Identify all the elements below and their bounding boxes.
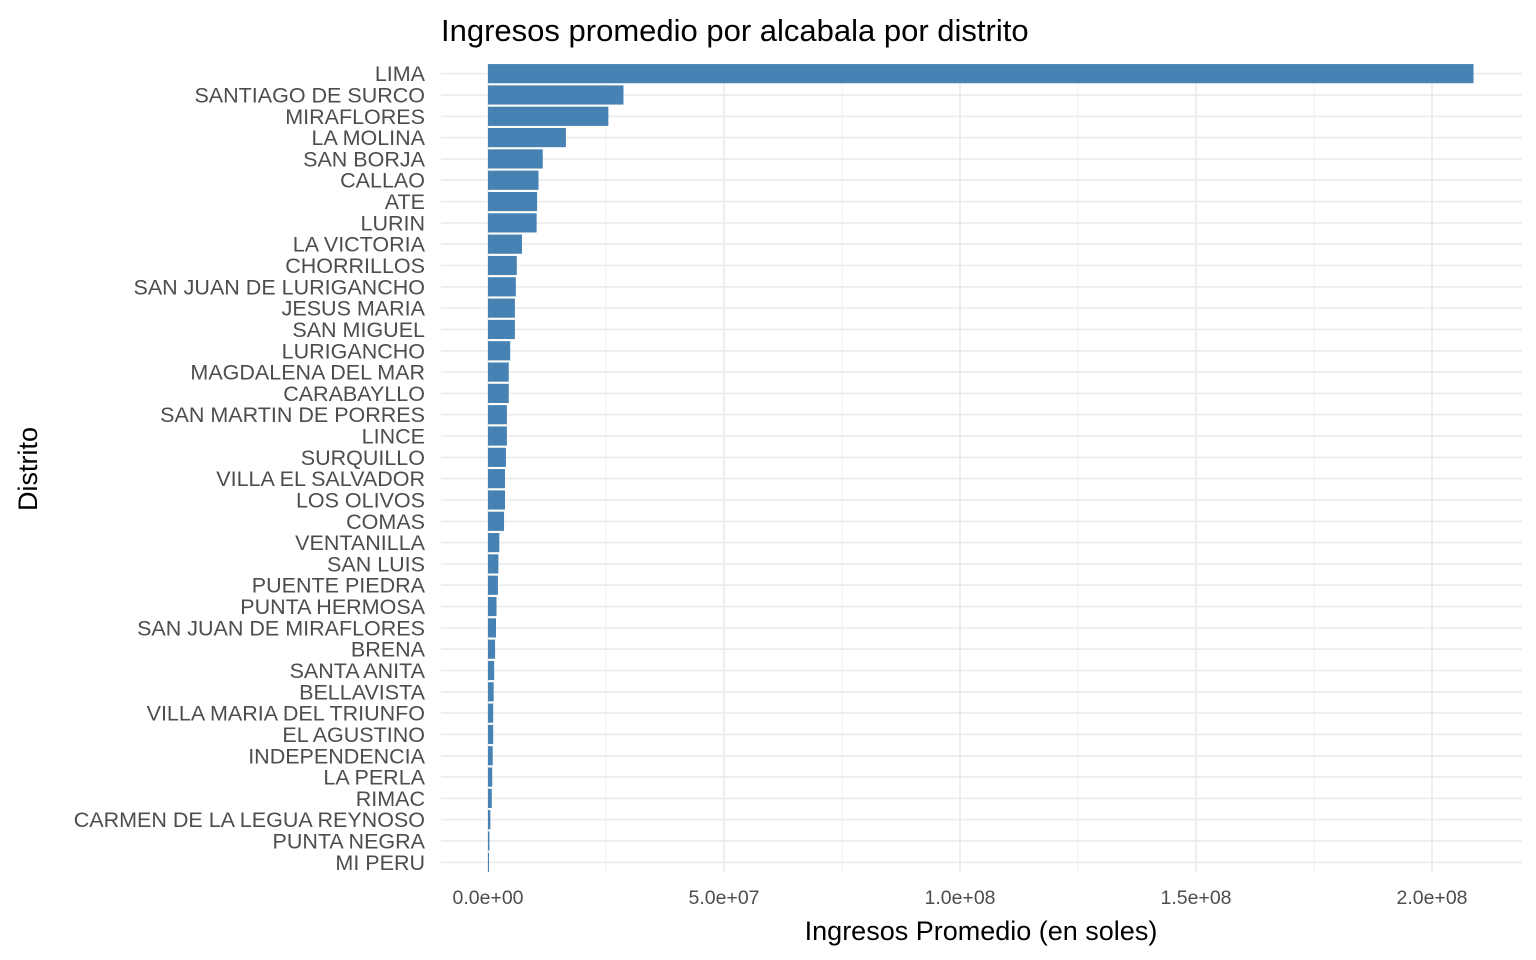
category-label: SAN JUAN DE LURIGANCHO — [134, 275, 426, 299]
category-label: JESUS MARIA — [282, 297, 426, 321]
bar — [488, 383, 509, 403]
bar — [488, 810, 491, 830]
bar — [488, 596, 497, 617]
category-label: EL AGUSTINO — [282, 723, 425, 747]
bar — [488, 170, 539, 190]
x-axis-title: Ingresos Promedio (en soles) — [805, 916, 1158, 946]
bar — [488, 660, 495, 681]
bar — [488, 85, 624, 105]
category-label: LOS OLIVOS — [296, 488, 425, 512]
bar — [488, 682, 494, 702]
category-label: CARABAYLLO — [283, 382, 425, 406]
category-label: SAN LUIS — [327, 552, 425, 576]
bar — [488, 788, 492, 808]
category-label: LIMA — [375, 62, 426, 86]
category-label: SAN BORJA — [303, 147, 426, 171]
bar — [488, 64, 1474, 84]
category-label: PUENTE PIEDRA — [252, 574, 426, 598]
category-label: RIMAC — [356, 787, 425, 811]
bar — [488, 831, 490, 851]
bar — [488, 106, 609, 126]
category-label: MAGDALENA DEL MAR — [190, 361, 425, 385]
grid — [441, 63, 1522, 873]
bar — [488, 703, 494, 723]
category-label: VILLA EL SALVADOR — [216, 467, 425, 491]
category-label: PUNTA HERMOSA — [240, 595, 425, 619]
category-label: CHORRILLOS — [285, 254, 425, 278]
bar — [488, 213, 537, 233]
bar — [488, 575, 498, 595]
category-label: ATE — [385, 190, 425, 214]
category-label: BRENA — [351, 638, 426, 662]
category-label: LURIGANCHO — [282, 339, 425, 363]
bar — [488, 511, 505, 531]
x-tick-label: 1.5e+08 — [1160, 887, 1231, 909]
bar — [488, 362, 509, 382]
bar — [488, 277, 516, 297]
x-tick-label: 5.0e+07 — [688, 887, 759, 909]
x-tick-label: 1.0e+08 — [924, 887, 995, 909]
bar — [488, 533, 500, 553]
category-label: MIRAFLORES — [285, 105, 425, 129]
bar — [488, 319, 515, 340]
category-label: INDEPENDENCIA — [248, 744, 425, 768]
category-label: LA PERLA — [323, 766, 425, 790]
bar — [488, 852, 489, 872]
bar — [488, 405, 507, 425]
bar — [488, 298, 515, 318]
category-label: COMAS — [346, 510, 425, 534]
category-label: SAN MARTIN DE PORRES — [160, 403, 425, 427]
bar — [488, 426, 507, 446]
bar — [488, 469, 505, 489]
category-label: SANTA ANITA — [290, 659, 426, 683]
bar — [488, 490, 505, 510]
y-axis-title: Distrito — [13, 427, 43, 511]
category-label: LA VICTORIA — [293, 233, 426, 257]
category-label: LURIN — [360, 211, 425, 235]
bar — [488, 255, 517, 276]
category-label: CARMEN DE LA LEGUA REYNOSO — [74, 808, 425, 832]
category-label: LA MOLINA — [311, 126, 425, 150]
category-label: VILLA MARIA DEL TRIUNFO — [147, 702, 425, 726]
category-label: LINCE — [362, 425, 425, 449]
bar — [488, 149, 543, 169]
bar — [488, 618, 497, 638]
bar — [488, 341, 511, 361]
x-tick-label: 0.0e+00 — [452, 887, 523, 909]
category-label: MI PERU — [335, 851, 425, 875]
bar — [488, 746, 493, 766]
bars — [488, 64, 1474, 872]
bar — [488, 234, 522, 254]
bar — [488, 724, 494, 745]
bar — [488, 554, 499, 574]
category-label: SANTIAGO DE SURCO — [194, 83, 425, 107]
bar — [488, 447, 506, 467]
category-label: VENTANILLA — [295, 531, 425, 555]
bar — [488, 128, 566, 148]
category-label: SAN JUAN DE MIRAFLORES — [137, 616, 425, 640]
category-label: SAN MIGUEL — [292, 318, 425, 342]
chart-title: Ingresos promedio por alcabala por distr… — [441, 13, 1029, 48]
category-label: BELLAVISTA — [299, 680, 426, 704]
category-label: SURQUILLO — [301, 446, 425, 470]
category-label: CALLAO — [340, 169, 425, 193]
category-label: PUNTA NEGRA — [272, 830, 425, 854]
bar — [488, 639, 496, 659]
x-tick-label: 2.0e+08 — [1396, 887, 1467, 909]
bar — [488, 191, 538, 212]
bar — [488, 767, 493, 787]
x-tick-labels: 0.0e+00 5.0e+07 1.0e+08 1.5e+08 2.0e+08 — [452, 887, 1467, 909]
